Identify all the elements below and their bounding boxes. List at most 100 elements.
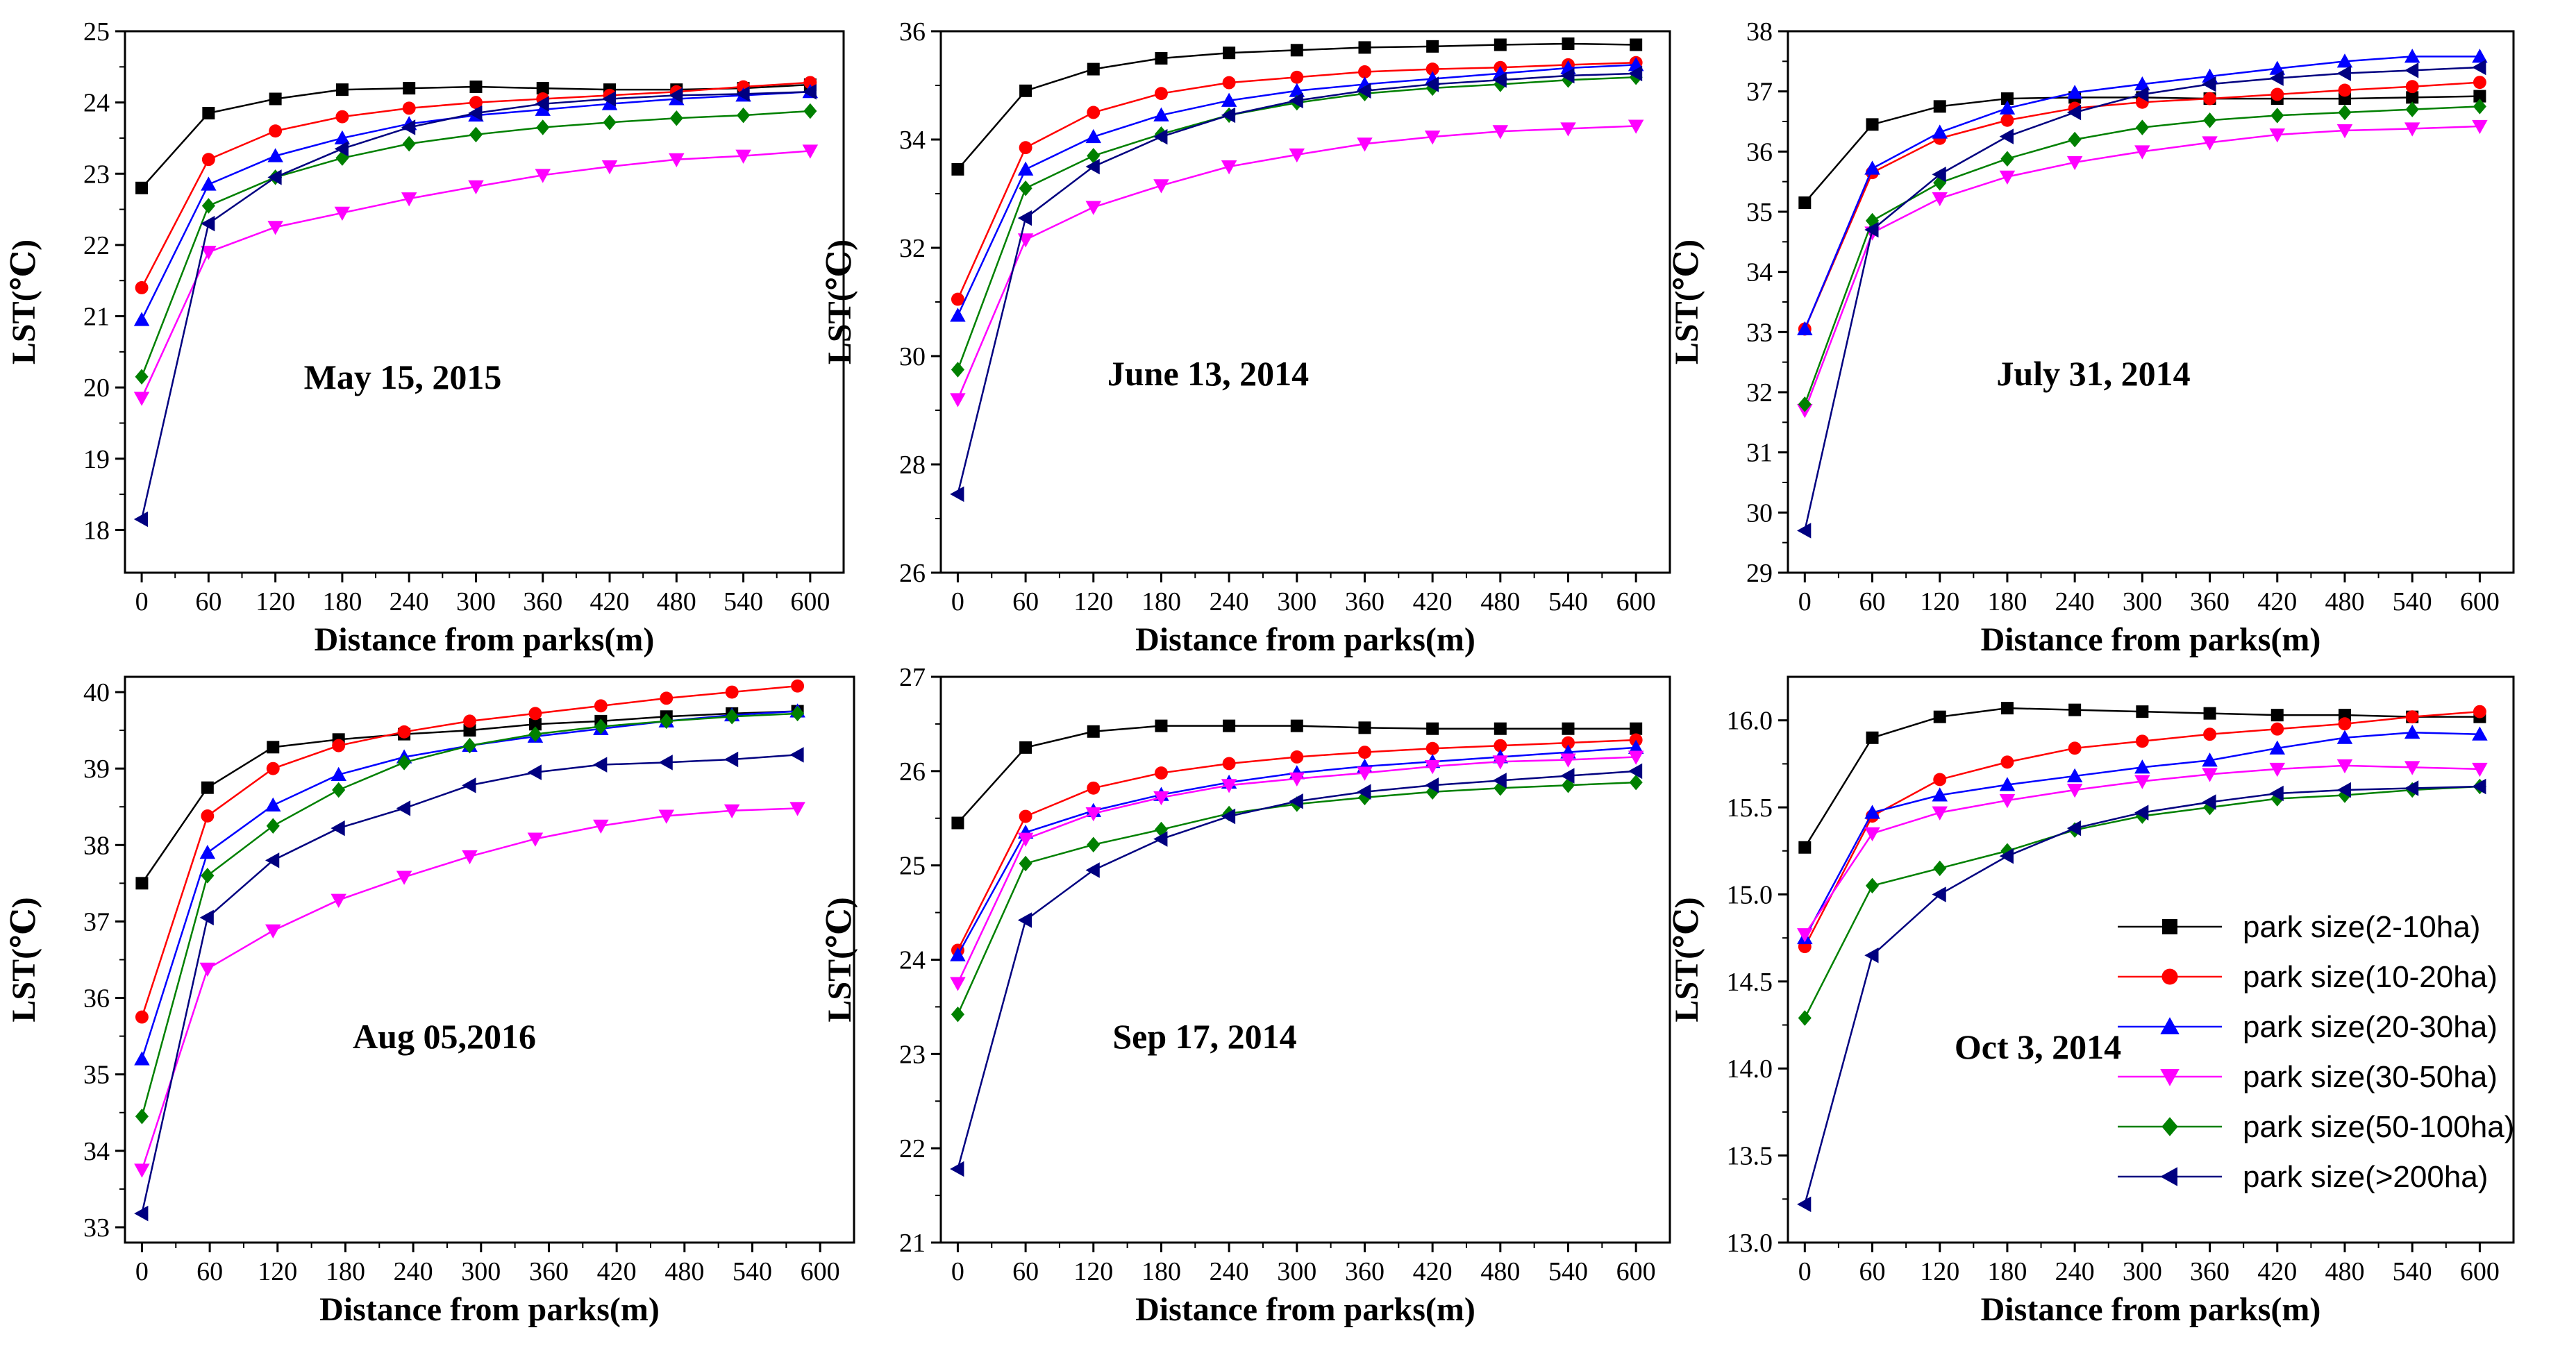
data-point: [2066, 768, 2083, 782]
data-point: [1492, 755, 1509, 770]
x-tick-label: 420: [1413, 1257, 1453, 1286]
data-point: [1932, 806, 1948, 821]
data-point: [660, 691, 674, 705]
x-tick-label: 180: [1987, 1257, 2027, 1286]
y-tick-label: 39: [83, 755, 110, 784]
data-point: [2134, 86, 2149, 103]
y-axis-label: LST(℃): [821, 897, 858, 1022]
series-line: [1804, 81, 2480, 330]
y-tick-label: 22: [83, 231, 110, 260]
data-point: [2473, 99, 2486, 115]
series-line: [1804, 764, 2480, 935]
data-point: [528, 707, 542, 721]
data-point: [1358, 41, 1371, 54]
data-point: [135, 281, 149, 294]
data-point: [133, 312, 150, 326]
data-point: [2269, 70, 2284, 86]
data-point: [267, 148, 283, 162]
data-point: [1798, 396, 1812, 412]
x-tick-label: 360: [523, 587, 562, 616]
data-point: [1289, 793, 1303, 809]
y-tick-label: 36: [1746, 137, 1773, 167]
data-point: [1153, 128, 1168, 145]
legend-label: park size(50-100ha): [2243, 1110, 2514, 1144]
data-point: [2134, 76, 2150, 91]
data-point: [463, 714, 476, 728]
data-point: [2472, 778, 2486, 795]
data-point: [265, 852, 280, 868]
series-line: [957, 781, 1637, 1015]
data-point: [2269, 60, 2286, 75]
data-point: [2472, 119, 2488, 135]
data-point: [789, 747, 804, 763]
plot-frame: [1787, 675, 2515, 1244]
data-point: [1223, 47, 1236, 60]
data-point: [724, 751, 739, 768]
series-5: [135, 103, 817, 385]
data-point: [951, 162, 964, 176]
data-point: [735, 86, 750, 102]
data-point: [401, 192, 417, 207]
data-point: [1424, 76, 1439, 92]
data-point: [1221, 92, 1237, 107]
data-point: [1864, 947, 1879, 964]
x-tick-label: 60: [1859, 587, 1886, 616]
data-point: [1153, 831, 1168, 847]
panel-title: May 15, 2015: [304, 357, 502, 396]
data-point: [2338, 104, 2352, 121]
data-point: [1628, 739, 1644, 754]
data-point: [402, 101, 416, 115]
data-point: [267, 741, 280, 754]
data-point: [1628, 119, 1644, 134]
data-point: [658, 755, 673, 771]
data-point: [1798, 196, 1812, 209]
data-point: [1087, 106, 1101, 119]
x-tick-label: 120: [258, 1257, 297, 1286]
data-point: [601, 91, 617, 107]
y-tick-label: 26: [899, 559, 926, 588]
data-point: [1798, 841, 1812, 854]
data-point: [2066, 784, 2083, 798]
y-tick-label: 28: [899, 451, 926, 480]
x-tick-label: 480: [664, 1257, 704, 1286]
data-point: [2134, 759, 2150, 774]
x-tick-label: 0: [135, 587, 149, 616]
data-point: [2404, 49, 2420, 63]
data-point: [1797, 523, 1812, 539]
y-tick-label: 15.5: [1727, 793, 1773, 823]
x-tick-label: 420: [597, 1257, 637, 1286]
data-point: [1560, 67, 1575, 84]
data-point: [1933, 860, 1947, 877]
data-point: [1221, 779, 1237, 793]
data-point: [1085, 158, 1100, 175]
x-tick-label: 480: [1480, 1257, 1520, 1286]
chart-panel-2: 0 60 120 180 240 300 360 420 480 540 600 26 28 30 32 34…: [821, 17, 1671, 658]
x-tick-label: 480: [2325, 1257, 2364, 1286]
data-point: [725, 685, 739, 699]
x-tick-label: 360: [2190, 587, 2230, 616]
data-point: [601, 160, 618, 175]
data-point: [2404, 761, 2420, 775]
data-point: [1494, 722, 1507, 735]
y-tick-label: 13.5: [1727, 1142, 1773, 1171]
x-tick-label: 360: [2190, 1257, 2230, 1286]
data-point: [2134, 805, 2149, 821]
data-point: [789, 802, 805, 816]
data-point: [201, 868, 215, 884]
series-line: [140, 110, 810, 378]
data-point: [2472, 762, 2488, 777]
data-point: [1289, 772, 1305, 786]
series-6: [1797, 778, 2486, 1213]
data-point: [1864, 160, 1880, 175]
panel-title: Sep 17, 2014: [1112, 1017, 1296, 1056]
data-point: [2473, 90, 2486, 103]
x-axis-label: Distance from parks(m): [315, 621, 655, 658]
series-line: [140, 90, 810, 520]
series-line: [141, 710, 798, 1060]
y-tick-label: 15.0: [1727, 880, 1773, 909]
y-tick-label: 36: [899, 17, 926, 47]
data-point: [1999, 794, 2016, 809]
data-point: [2338, 717, 2352, 731]
data-point: [2203, 707, 2216, 720]
